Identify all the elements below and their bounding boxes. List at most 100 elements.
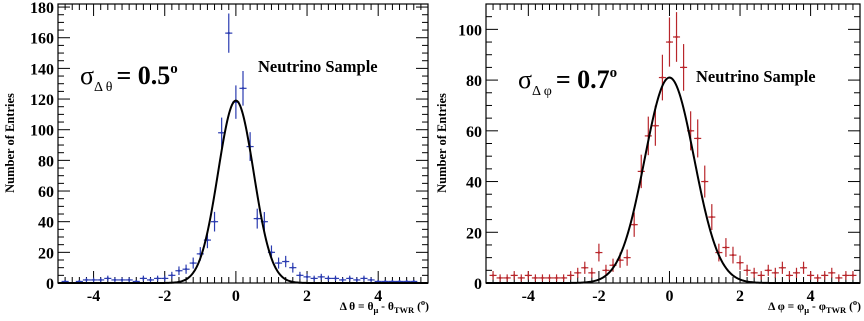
- right-data-point: [545, 274, 554, 282]
- right-xlabel-mid: - φ: [809, 301, 826, 313]
- left-y-tick-label: 180: [30, 0, 54, 17]
- right-data-point: [560, 274, 568, 282]
- left-sigma-symbol: σ: [80, 61, 94, 90]
- right-data-point: [673, 12, 681, 62]
- left-xlabel-unit-open: (: [414, 301, 421, 313]
- right-x-tick-label: 4: [807, 288, 815, 305]
- left-xlabel-sub2: TWR: [394, 305, 415, 315]
- left-data-point: [275, 257, 283, 269]
- left-data-point: [182, 264, 190, 274]
- left-y-tick-label: 60: [38, 184, 54, 201]
- right-data-point: [771, 267, 779, 278]
- left-data-point: [339, 277, 347, 283]
- right-points-layer: [489, 12, 857, 282]
- left-data-point: [296, 271, 304, 279]
- right-data-point: [828, 267, 836, 278]
- left-data-point: [118, 277, 126, 283]
- right-data-point: [538, 274, 546, 282]
- right-data-point: [715, 243, 723, 262]
- left-y-tick-label: 20: [38, 245, 54, 262]
- left-data-point: [104, 275, 112, 282]
- left-y-axis-label: Number of Entries: [3, 93, 17, 193]
- left-x-tick-label: -4: [87, 288, 100, 305]
- right-y-axis-label: Number of Entries: [435, 93, 449, 193]
- left-data-point: [125, 277, 133, 283]
- right-data-point: [489, 271, 497, 280]
- right-xlabel-sub1: μ: [804, 305, 809, 315]
- left-points-layer: [61, 13, 418, 283]
- left-data-point: [161, 275, 169, 282]
- left-x-tick-label: 0: [232, 288, 240, 305]
- right-xlabel-sub2: TWR: [826, 305, 847, 315]
- right-data-point: [588, 267, 596, 278]
- left-xlabel-unit-close: ): [425, 301, 429, 313]
- right-data-point: [567, 271, 575, 280]
- right-data-point: [722, 238, 730, 257]
- right-y-tick-label: 0: [474, 276, 482, 293]
- right-data-point: [736, 255, 744, 270]
- right-data-point: [743, 264, 751, 276]
- right-sigma-symbol: σ: [518, 65, 532, 94]
- left-sigma-value: = 0.5: [116, 61, 170, 90]
- right-data-point: [800, 261, 808, 274]
- left-xlabel-sub1: μ: [373, 305, 378, 315]
- left-data-point: [303, 273, 311, 280]
- left-data-point: [139, 275, 147, 282]
- right-data-point: [814, 274, 822, 282]
- left-data-point: [310, 275, 318, 282]
- right-y-tick-label: 60: [466, 124, 482, 141]
- right-data-point: [821, 271, 829, 280]
- right-plot-frame: [485, 3, 861, 284]
- right-data-point: [835, 274, 843, 282]
- left-x-tick-label: -2: [158, 288, 171, 305]
- right-data-point: [778, 261, 786, 274]
- left-data-point: [225, 13, 233, 53]
- left-data-point: [367, 277, 375, 283]
- right-data-point: [680, 44, 688, 91]
- right-data-point: [630, 212, 638, 237]
- right-data-point: [665, 17, 673, 67]
- right-x-tick-label: 2: [736, 288, 744, 305]
- left-y-tick-label: 160: [30, 31, 54, 48]
- right-data-point: [510, 271, 518, 280]
- left-x-tick-label: 2: [303, 288, 311, 305]
- right-data-point: [694, 119, 702, 158]
- left-data-point: [353, 277, 361, 283]
- left-sigma-annotation: σΔ θ = 0.5o: [80, 61, 178, 95]
- right-x-tick-label: -4: [522, 288, 535, 305]
- right-xlabel-unit-open: (: [846, 301, 853, 313]
- left-data-point: [239, 70, 247, 106]
- left-xlabel-mid: - θ: [378, 301, 394, 313]
- left-fit-curve: [58, 99, 428, 284]
- left-data-point: [168, 271, 176, 279]
- left-xlabel-main: Δ θ = θ: [340, 301, 374, 313]
- right-data-point: [842, 271, 850, 280]
- right-xlabel-main: Δ φ = φ: [768, 301, 804, 313]
- left-data-point: [175, 266, 183, 276]
- left-sigma-subscript: Δ θ: [94, 80, 113, 95]
- right-data-point: [496, 274, 504, 282]
- left-xlabel-unit: o: [421, 297, 425, 307]
- right-y-tick-label: 80: [466, 73, 482, 90]
- left-y-tick-label: 80: [38, 153, 54, 170]
- right-sigma-degree: o: [610, 65, 618, 81]
- left-data-point: [154, 275, 162, 282]
- right-data-point: [792, 267, 801, 278]
- right-data-point: [503, 274, 511, 282]
- right-sample-label: Neutrino Sample: [696, 67, 816, 86]
- right-sigma-annotation: σΔ φ = 0.7o: [518, 65, 617, 99]
- right-sigma-subscript: Δ φ: [532, 84, 552, 99]
- right-data-point: [602, 264, 610, 276]
- right-data-point: [553, 274, 561, 282]
- right-data-point: [729, 246, 737, 264]
- left-y-tick-label: 120: [30, 92, 54, 109]
- left-sigma-degree: o: [170, 61, 178, 77]
- right-y-tick-label: 40: [466, 175, 482, 192]
- right-x-tick-label: 0: [665, 288, 673, 305]
- right-data-point: [524, 271, 532, 280]
- right-data-point: [807, 271, 815, 280]
